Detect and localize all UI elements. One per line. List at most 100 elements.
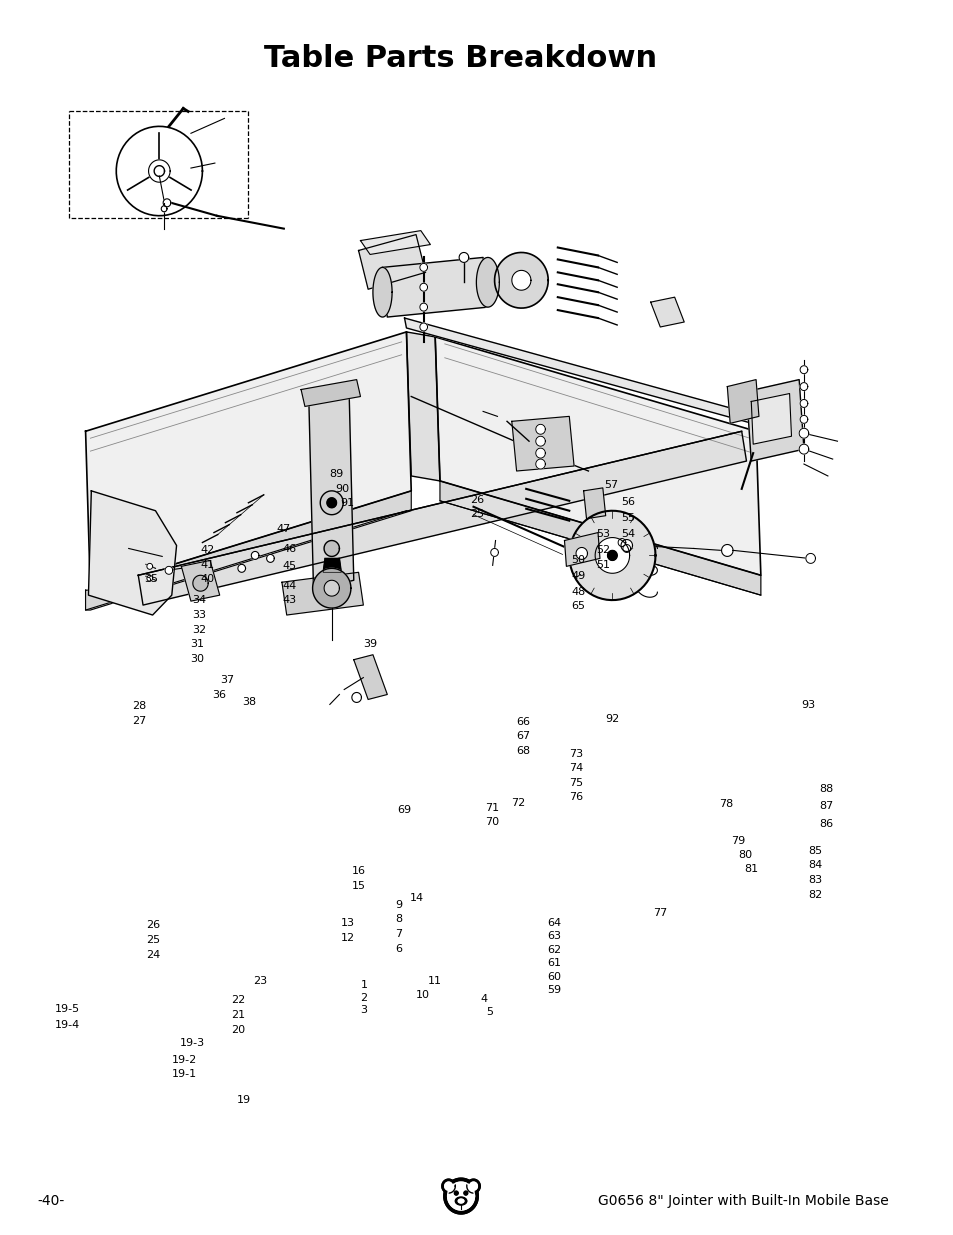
- Polygon shape: [476, 257, 498, 308]
- Polygon shape: [607, 551, 617, 561]
- Polygon shape: [536, 425, 545, 435]
- Polygon shape: [622, 545, 630, 552]
- Polygon shape: [419, 263, 427, 272]
- Text: 2: 2: [360, 993, 367, 1003]
- Polygon shape: [324, 541, 339, 557]
- Text: 77: 77: [652, 908, 666, 918]
- Text: 72: 72: [511, 798, 525, 808]
- Text: 6: 6: [395, 944, 402, 953]
- Polygon shape: [439, 480, 760, 595]
- Polygon shape: [805, 553, 815, 563]
- Polygon shape: [354, 655, 387, 699]
- Polygon shape: [116, 126, 202, 216]
- Text: 9: 9: [395, 899, 402, 909]
- Text: 25: 25: [470, 510, 484, 520]
- Polygon shape: [251, 552, 258, 559]
- Text: 59: 59: [546, 986, 560, 995]
- Text: 30: 30: [191, 655, 204, 664]
- Polygon shape: [618, 538, 625, 546]
- Text: 91: 91: [340, 499, 355, 509]
- Polygon shape: [282, 572, 363, 615]
- Text: 78: 78: [718, 799, 732, 809]
- Text: 12: 12: [340, 932, 355, 942]
- Polygon shape: [576, 547, 587, 559]
- Polygon shape: [320, 490, 343, 515]
- Polygon shape: [309, 387, 354, 590]
- Text: 87: 87: [819, 802, 833, 811]
- Text: 55: 55: [620, 513, 635, 524]
- Text: Table Parts Breakdown: Table Parts Breakdown: [264, 44, 657, 73]
- Text: 32: 32: [193, 625, 206, 635]
- Text: 7: 7: [395, 929, 402, 939]
- Text: 52: 52: [596, 545, 610, 555]
- Polygon shape: [650, 298, 683, 327]
- Text: 33: 33: [193, 610, 206, 620]
- Polygon shape: [536, 448, 545, 458]
- Text: 67: 67: [516, 731, 530, 741]
- Text: 28: 28: [132, 700, 146, 711]
- Text: 54: 54: [620, 529, 635, 540]
- Text: 13: 13: [340, 918, 355, 927]
- Polygon shape: [454, 1191, 457, 1195]
- Polygon shape: [490, 548, 497, 557]
- Polygon shape: [373, 268, 392, 317]
- Text: 46: 46: [283, 543, 296, 553]
- Text: 19: 19: [237, 1094, 251, 1104]
- Polygon shape: [469, 1182, 476, 1191]
- Polygon shape: [163, 199, 171, 206]
- Text: 49: 49: [571, 571, 585, 580]
- Polygon shape: [443, 1178, 477, 1214]
- Text: 47: 47: [276, 524, 291, 535]
- Text: 19-3: 19-3: [179, 1039, 205, 1049]
- Text: 79: 79: [730, 836, 744, 846]
- Text: 45: 45: [283, 561, 296, 571]
- Polygon shape: [266, 555, 274, 562]
- Polygon shape: [457, 1199, 463, 1203]
- Polygon shape: [441, 1179, 455, 1193]
- Polygon shape: [466, 1179, 479, 1193]
- Text: 14: 14: [410, 893, 423, 904]
- Polygon shape: [800, 399, 807, 408]
- Polygon shape: [86, 490, 411, 610]
- Polygon shape: [138, 431, 745, 605]
- Polygon shape: [419, 324, 427, 331]
- Polygon shape: [86, 332, 411, 590]
- Text: 44: 44: [283, 580, 296, 590]
- Polygon shape: [720, 545, 732, 557]
- Text: 81: 81: [743, 864, 758, 874]
- Polygon shape: [511, 416, 574, 471]
- Text: 92: 92: [605, 714, 619, 724]
- Polygon shape: [458, 252, 468, 262]
- Text: 23: 23: [253, 976, 267, 986]
- Text: 56: 56: [620, 498, 635, 508]
- Polygon shape: [301, 379, 360, 406]
- Text: 19-2: 19-2: [172, 1056, 196, 1066]
- Polygon shape: [444, 1182, 452, 1191]
- Text: 31: 31: [191, 640, 204, 650]
- Text: 53: 53: [596, 529, 610, 540]
- Polygon shape: [569, 511, 655, 600]
- Polygon shape: [800, 366, 807, 374]
- Text: 82: 82: [807, 889, 821, 900]
- Text: 60: 60: [546, 972, 560, 982]
- Polygon shape: [358, 235, 425, 289]
- Polygon shape: [512, 270, 531, 290]
- Polygon shape: [382, 257, 487, 317]
- Text: 69: 69: [396, 805, 411, 815]
- Text: 35: 35: [144, 574, 158, 584]
- Polygon shape: [800, 415, 807, 424]
- Text: 50: 50: [571, 555, 585, 564]
- Text: 89: 89: [329, 469, 343, 479]
- Text: 3: 3: [360, 1005, 367, 1015]
- Polygon shape: [147, 563, 152, 569]
- Text: 68: 68: [516, 746, 530, 756]
- Text: 43: 43: [283, 595, 296, 605]
- Polygon shape: [154, 165, 164, 177]
- Polygon shape: [750, 394, 791, 445]
- Text: 48: 48: [571, 587, 585, 597]
- Polygon shape: [323, 558, 341, 572]
- Polygon shape: [313, 568, 351, 608]
- Text: -40-: -40-: [38, 1194, 65, 1208]
- Text: 20: 20: [231, 1025, 245, 1035]
- Text: 80: 80: [738, 851, 751, 861]
